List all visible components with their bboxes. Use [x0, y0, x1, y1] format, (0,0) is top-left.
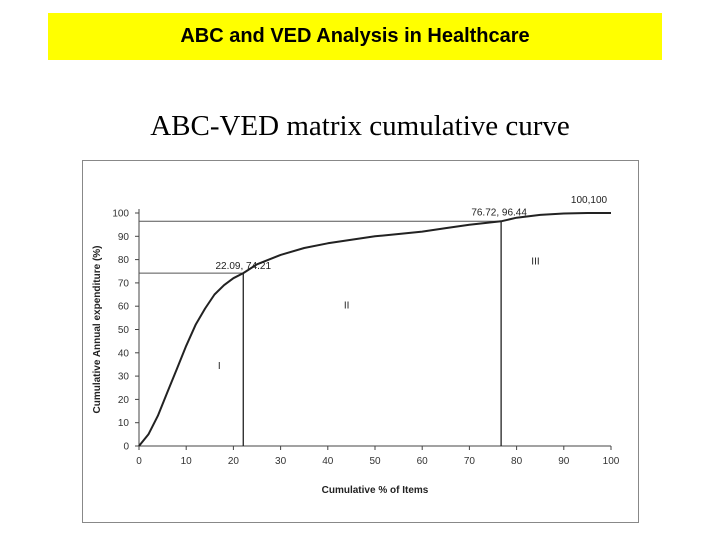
x-tick-label: 80 [511, 456, 523, 467]
x-tick-label: 100 [603, 456, 620, 467]
y-tick-label: 40 [118, 348, 130, 359]
chart-frame: 0 10 20 30 40 50 60 70 80 90 100 0 10 20 30 40 50 60 70 80 9… [82, 160, 639, 523]
x-tick-label: 20 [228, 456, 240, 467]
region-label: III [531, 256, 539, 267]
x-tick-label: 0 [136, 456, 142, 467]
x-tick-label: 30 [275, 456, 287, 467]
banner-title: ABC and VED Analysis in Healthcare [180, 25, 530, 47]
y-tick-label: 80 [118, 255, 130, 266]
y-tick-label: 90 [118, 232, 130, 243]
y-tick-label: 20 [118, 395, 130, 406]
y-tick-label: 70 [118, 278, 130, 289]
x-tick-label: 50 [369, 456, 381, 467]
x-axis-label: Cumulative % of Items [322, 485, 429, 496]
point-annotation: 76.72, 96.44 [471, 207, 527, 218]
point-annotation: 22.09, 74.21 [215, 261, 271, 272]
x-tick-label: 60 [417, 456, 429, 467]
y-tick-label: 100 [112, 209, 129, 220]
region-label: II [344, 301, 350, 312]
cumulative-curve-line [138, 212, 611, 447]
slide-banner: ABC and VED Analysis in Healthcare [48, 13, 662, 60]
x-tick-label: 10 [181, 456, 193, 467]
y-tick-label: 30 [118, 372, 130, 383]
y-tick-label: 0 [123, 442, 129, 453]
slide-subtitle: ABC-VED matrix cumulative curve [150, 110, 570, 142]
y-tick-label: 10 [118, 418, 130, 429]
y-axis-label: Cumulative Annual expenditure (%) [92, 246, 103, 414]
y-tick-label: 60 [118, 302, 130, 313]
cumulative-curve-chart: 0 10 20 30 40 50 60 70 80 90 100 0 10 20 30 40 50 60 70 80 9… [92, 195, 620, 496]
y-tick-label: 50 [118, 325, 130, 336]
point-annotation: 100,100 [571, 195, 608, 206]
region-label: I [218, 361, 221, 372]
x-tick-label: 40 [322, 456, 334, 467]
x-tick-label: 70 [464, 456, 476, 467]
x-tick-label: 90 [558, 456, 570, 467]
